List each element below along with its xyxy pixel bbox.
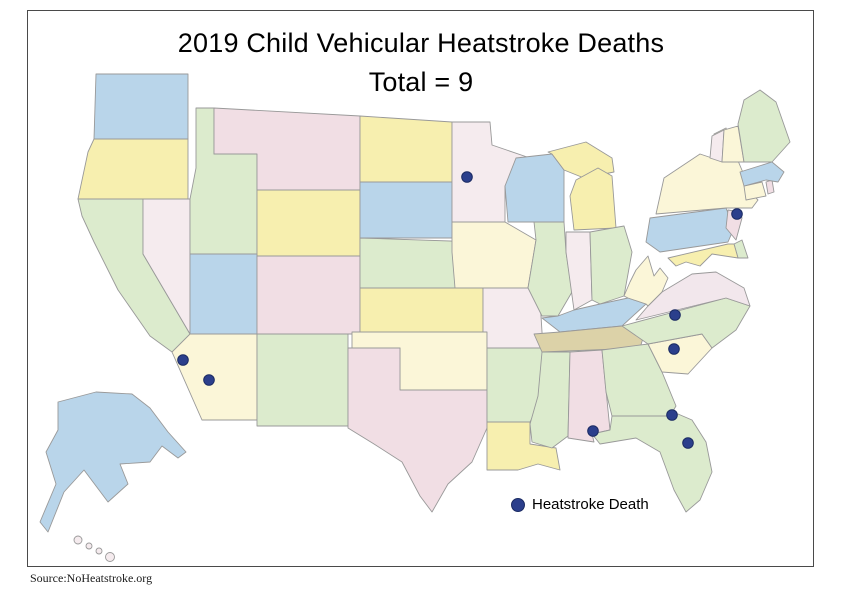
legend-label: Heatstroke Death — [532, 496, 649, 513]
state-arizona — [171, 333, 258, 421]
state-florida — [591, 413, 713, 513]
death-dot-north-carolina — [669, 309, 681, 321]
state-north-dakota — [359, 115, 453, 183]
death-dot-florida — [666, 409, 678, 421]
state-hawaii — [73, 535, 115, 562]
state-maine — [737, 89, 791, 163]
state-oregon — [77, 138, 189, 200]
map-title-line1: 2019 Child Vehicular Heatstroke Deaths — [177, 28, 665, 58]
state-illinois — [527, 221, 573, 317]
state-new-mexico — [256, 333, 349, 427]
death-dot-florida — [682, 437, 694, 449]
state-louisiana — [486, 421, 561, 471]
state-kansas — [359, 287, 484, 333]
state-indiana — [565, 231, 593, 311]
heatstroke-death-dot-icon — [511, 497, 525, 512]
state-colorado — [256, 255, 361, 335]
state-west-virginia — [623, 255, 669, 307]
state-wisconsin — [504, 153, 565, 223]
death-dot-south-carolina — [668, 343, 680, 355]
legend: Heatstroke Death — [511, 496, 649, 513]
death-dot-arizona — [177, 354, 189, 366]
death-dot-florida — [587, 425, 599, 437]
state-texas — [347, 347, 488, 513]
state-wyoming — [256, 189, 361, 257]
states-layer — [39, 73, 791, 562]
death-dot-minnesota — [461, 171, 473, 183]
state-connecticut — [743, 181, 767, 201]
death-dot-arizona — [203, 374, 215, 386]
map-title: 2019 Child Vehicular Heatstroke Deaths T… — [0, 24, 842, 102]
death-dots-layer — [177, 171, 743, 449]
state-alaska — [39, 391, 187, 533]
source-attribution: Source:NoHeatstroke.org — [30, 571, 153, 585]
state-maryland — [667, 243, 739, 267]
state-michigan-lower — [569, 167, 617, 231]
state-utah — [189, 253, 258, 335]
state-iowa — [451, 221, 537, 289]
map-title-line2: Total = 9 — [368, 67, 474, 97]
state-south-dakota — [359, 181, 453, 239]
death-dot-new-jersey — [731, 208, 743, 220]
state-rhode-island — [765, 179, 775, 195]
